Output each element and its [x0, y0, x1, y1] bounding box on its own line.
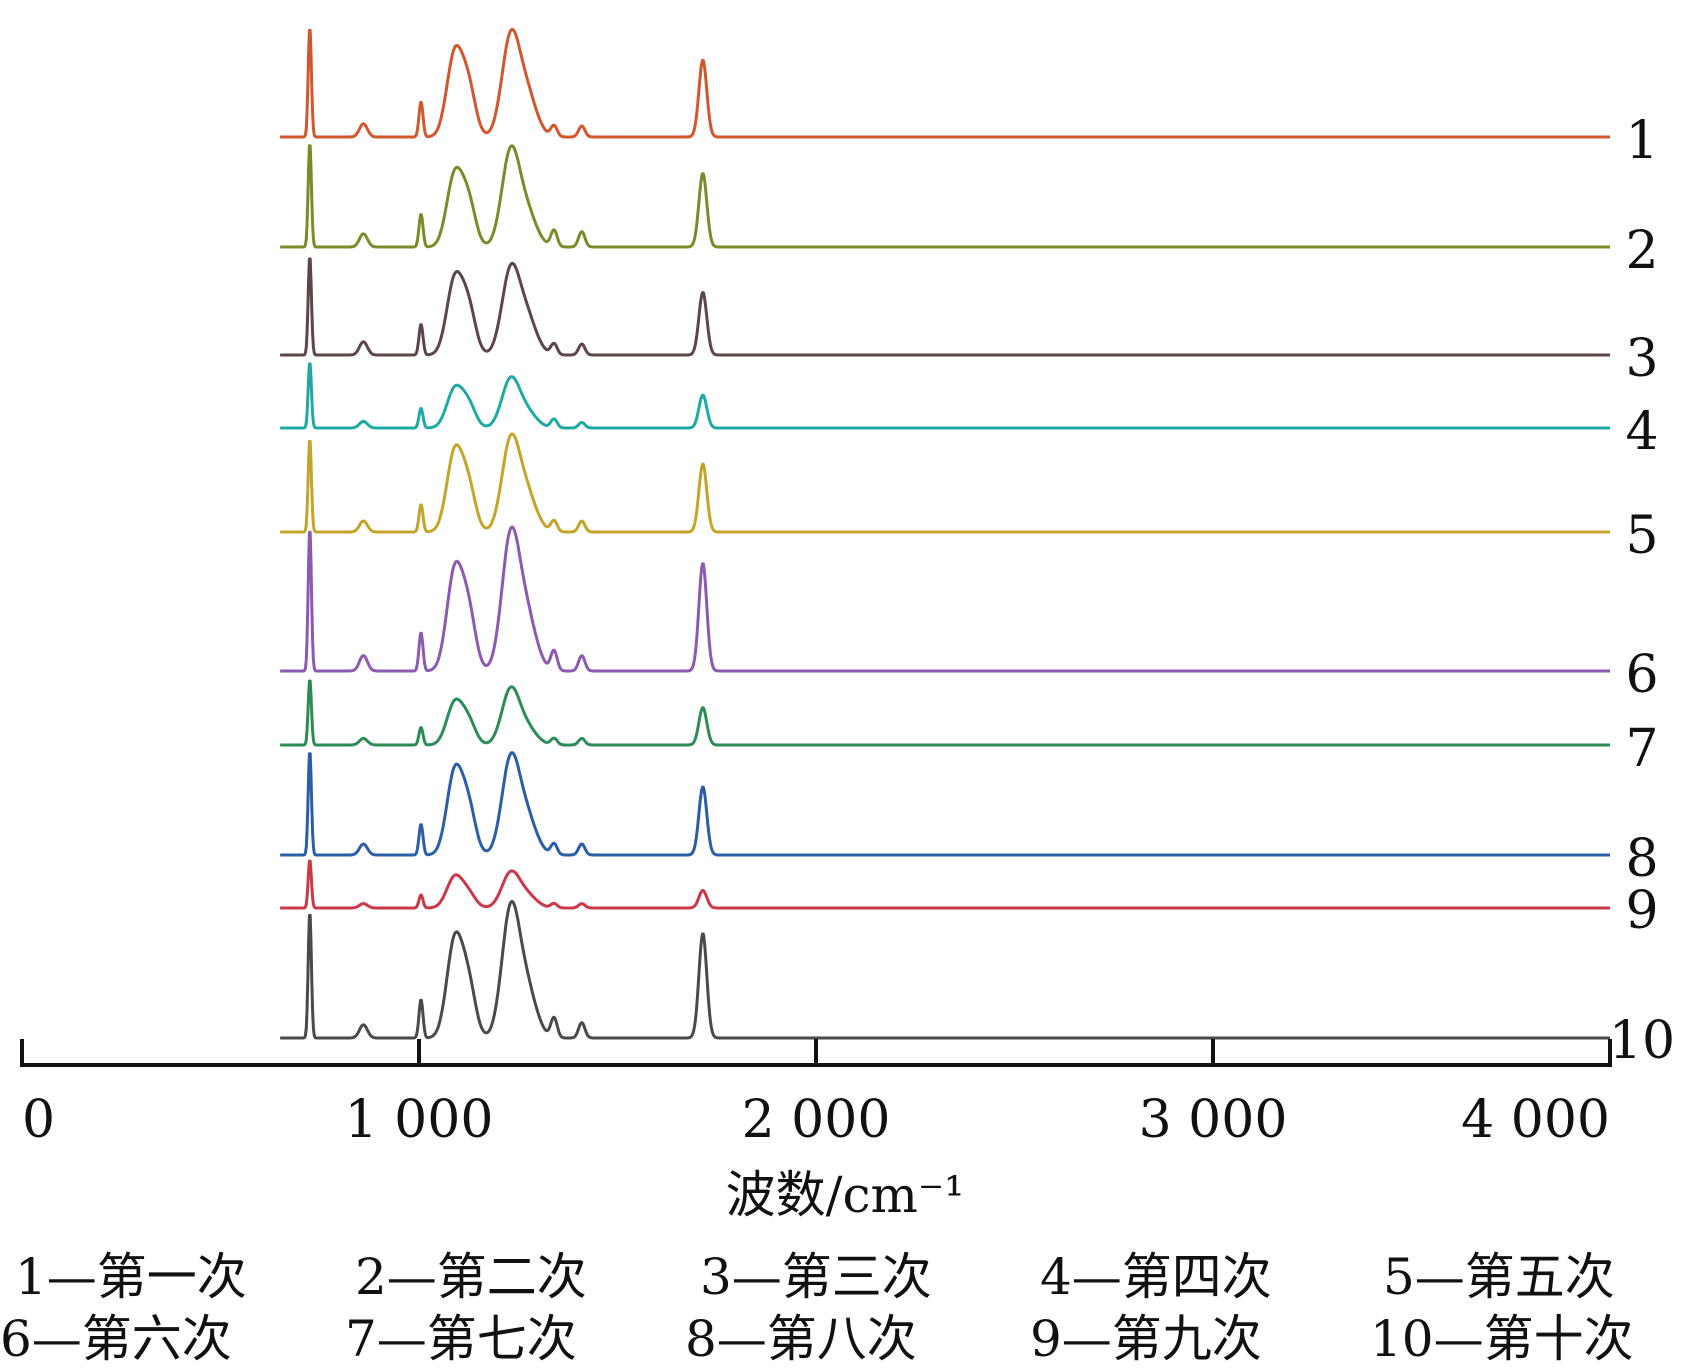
- series-line-8: [279, 751, 1611, 857]
- legend-item-9: 9—第九次: [1030, 1310, 1262, 1368]
- series-label-6: 6: [1625, 645, 1658, 705]
- x-axis-title: 波数/cm⁻¹: [726, 1166, 965, 1224]
- series-label-10: 10: [1609, 1011, 1675, 1071]
- series-line-4: [279, 362, 1611, 430]
- series-label-5: 5: [1625, 506, 1658, 566]
- series-line-1: [279, 27, 1611, 139]
- series-line-6: [279, 525, 1611, 673]
- series-lines: [279, 27, 1611, 1040]
- legend-item-2: 2—第二次: [355, 1248, 587, 1306]
- series-line-10: [279, 899, 1611, 1040]
- legend-item-10: 10—第十次: [1370, 1310, 1634, 1368]
- legend-item-8: 8—第八次: [685, 1310, 917, 1368]
- x-tick-label-2: 2 000: [742, 1090, 891, 1150]
- x-axis-ticks: 0 1 000 2 000 3 000 4 000: [20, 1039, 1612, 1150]
- series-label-1: 1: [1625, 111, 1658, 171]
- series-line-7: [279, 679, 1611, 747]
- x-tick-label-4: 4 000: [1461, 1090, 1610, 1150]
- series-line-3: [279, 257, 1611, 357]
- legend-item-4: 4—第四次: [1040, 1248, 1272, 1306]
- series-label-4: 4: [1625, 402, 1658, 462]
- series-line-5: [279, 432, 1611, 534]
- series-line-9: [279, 859, 1611, 910]
- series-label-9: 9: [1625, 881, 1658, 941]
- x-tick-label-1: 1 000: [345, 1090, 494, 1150]
- series-label-8: 8: [1625, 829, 1658, 889]
- series-label-2: 2: [1625, 221, 1658, 281]
- legend-item-3: 3—第三次: [700, 1248, 932, 1306]
- legend-item-7: 7—第七次: [345, 1310, 577, 1368]
- x-tick-label-0: 0: [22, 1090, 55, 1150]
- series-label-7: 7: [1625, 719, 1658, 779]
- legend-item-5: 5—第五次: [1383, 1248, 1615, 1306]
- legend: 1—第一次 2—第二次 3—第三次 4—第四次 5—第五次 6—第六次 7—第七…: [0, 1248, 1634, 1368]
- legend-item-6: 6—第六次: [0, 1310, 232, 1368]
- series-label-3: 3: [1625, 329, 1658, 389]
- x-tick-label-3: 3 000: [1139, 1090, 1288, 1150]
- series-line-2: [279, 144, 1611, 249]
- legend-item-1: 1—第一次: [15, 1248, 247, 1306]
- series-labels: 1 2 3 4 5 6 7 89 10: [1609, 111, 1675, 1071]
